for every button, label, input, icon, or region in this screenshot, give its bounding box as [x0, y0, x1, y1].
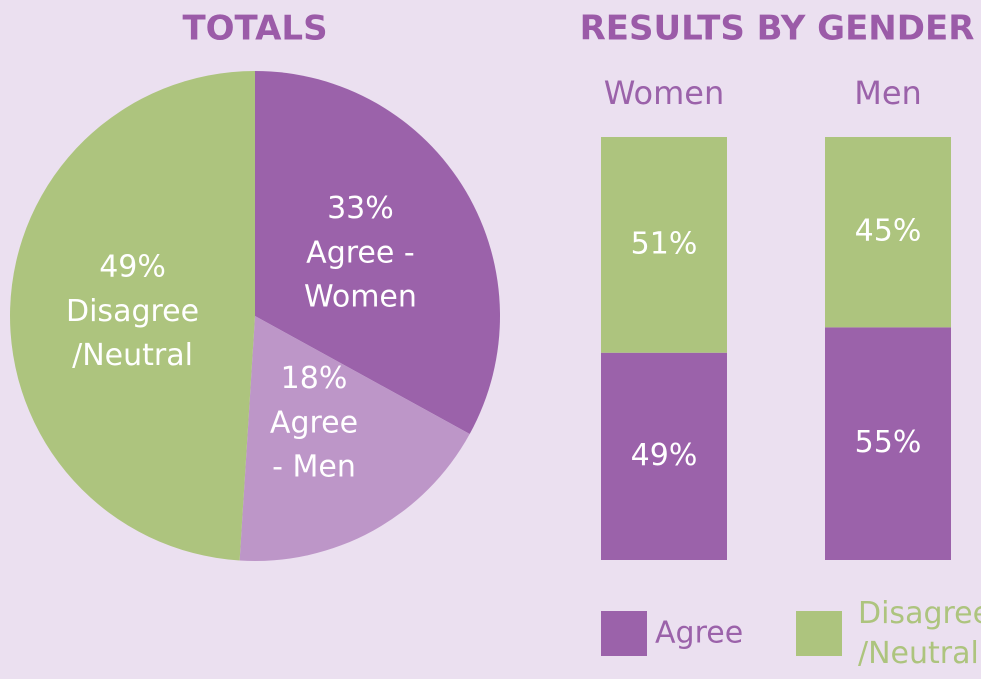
category-label: Women [604, 74, 724, 112]
pie-slice [239, 316, 470, 561]
bar-value-label: 55% [855, 425, 922, 460]
slice-value-label: 33% [327, 191, 394, 226]
category-label: Men [854, 74, 922, 112]
pie-slice [10, 71, 255, 561]
slice-value-label: 18% [281, 361, 348, 396]
chart-title: TOTALS [182, 9, 327, 49]
bar-value-label: 51% [631, 226, 698, 261]
legend-label: Disagree/Neutral [858, 596, 981, 671]
bar-segment [825, 327, 951, 560]
bar-segment [601, 137, 727, 353]
legend-swatch [601, 611, 647, 656]
pie-slice [255, 71, 500, 435]
chart-title: RESULTS BY GENDER [580, 9, 975, 49]
legend-swatch [796, 611, 842, 656]
slice-value-label: 49% [99, 250, 166, 285]
slice-category-label: Disagree/Neutral [66, 294, 199, 373]
legend-label: Agree [655, 616, 743, 651]
slice-category-label: Agree -Women [304, 235, 417, 314]
bar-segment [601, 352, 727, 560]
slice-category-label: Agree - Men [270, 405, 358, 484]
bar-segment [825, 137, 951, 328]
bar-value-label: 49% [631, 438, 698, 473]
bar-value-label: 45% [855, 214, 922, 249]
